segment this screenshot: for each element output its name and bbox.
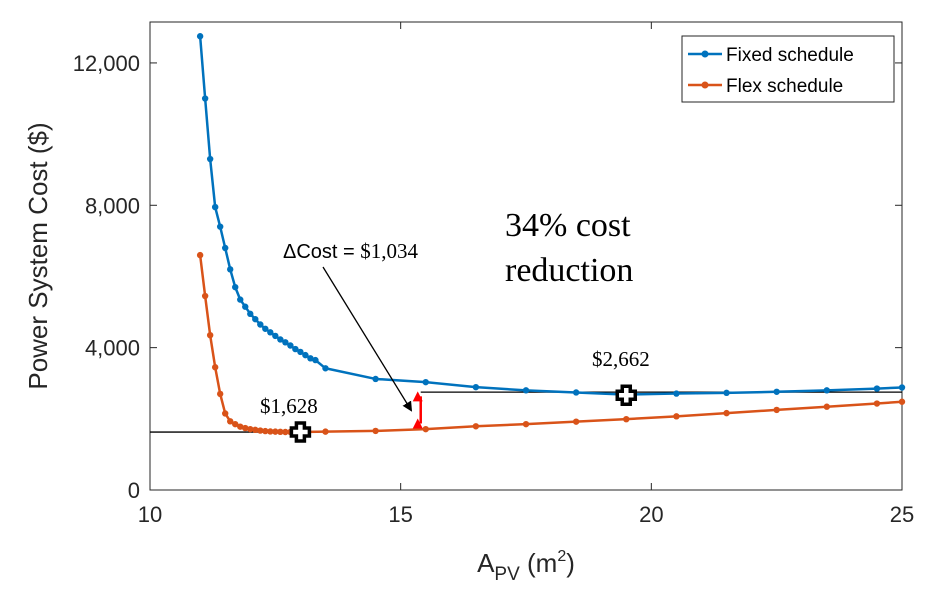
data-point-fixed [277,336,284,343]
data-point-flex [873,400,881,407]
data-point-flex [257,427,264,434]
data-point-fixed [247,310,254,318]
data-point-fixed [873,385,881,392]
data-point-fixed [216,223,224,230]
data-point-fixed [322,365,329,372]
x-tick-label: 25 [890,502,914,527]
data-point-fixed [232,283,239,291]
optimum-marker-fixed [615,384,638,407]
data-point-flex [232,420,239,428]
data-point-flex [472,423,480,430]
legend-label-flex: Flex schedule [726,76,843,97]
data-point-fixed [272,332,279,340]
data-point-flex [242,424,249,432]
data-point-fixed [823,387,830,394]
data-point-fixed [257,321,264,328]
data-point-flex [673,413,680,420]
data-point-flex [262,427,269,435]
axis-ticks: 10 15 20 25 0 4,000 8,000 12,000 [73,22,914,527]
delta-cost-pointer [322,266,413,412]
data-point-flex [322,428,329,435]
x-axis-title: APV (m2) [477,548,575,585]
data-point-flex [277,428,284,436]
y-tick-label: 8,000 [85,193,140,218]
data-point-fixed [312,356,319,364]
data-point-fixed [262,325,269,332]
optimum-markers [289,384,638,443]
data-point-fixed [422,378,429,386]
data-point-fixed [211,203,219,211]
data-point-fixed [898,384,906,391]
data-point-flex [272,428,279,435]
data-point-flex [211,364,219,371]
data-point-fixed [242,303,249,310]
data-point-fixed [673,390,680,397]
data-point-flex [623,415,630,423]
data-point-flex [252,426,259,434]
data-point-flex [267,428,274,435]
data-point-flex [222,410,229,417]
data-point-flex [206,331,214,339]
data-point-flex [898,398,906,405]
data-point-flex [247,425,254,433]
data-point-fixed [222,244,229,252]
y-tick-label: 4,000 [85,336,140,361]
flex-optimum-label: $1,628 [260,394,318,418]
data-point-fixed [237,296,244,303]
delta-cost-label: ΔCost = $1,034 [283,239,419,263]
data-point-flex [723,409,730,417]
data-point-flex [216,390,224,398]
y-tick-label: 0 [128,478,140,503]
data-point-flex [773,406,780,414]
data-point-flex [823,403,830,410]
x-tick-label: 10 [138,502,162,527]
data-point-fixed [287,342,294,349]
data-point-fixed [292,345,299,353]
legend-label-fixed: Fixed schedule [726,45,854,66]
data-point-fixed [297,348,304,356]
annotation-arrows [322,266,423,429]
data-point-fixed [302,351,309,359]
data-point-fixed [267,329,274,336]
legend-marker-flex [701,81,709,89]
cost-reduction-line2: reduction [505,252,633,289]
data-point-flex [422,425,429,433]
data-point-fixed [472,383,480,391]
data-point-flex [522,420,530,428]
data-point-flex [572,418,580,425]
cost-reduction-line1: 34% cost [505,207,631,244]
data-point-fixed [206,155,214,163]
data-point-flex [227,418,234,425]
data-point-flex [237,423,244,430]
x-tick-label: 15 [388,502,412,527]
legend-box [681,35,895,103]
data-point-fixed [201,95,209,102]
data-point-fixed [372,375,379,383]
data-point-flex [196,251,204,259]
legend-marker-fixed [701,50,709,58]
data-point-fixed [227,266,234,273]
data-point-flex [282,428,289,436]
data-point-fixed [196,33,204,40]
data-point-fixed [773,388,780,395]
data-point-fixed [282,339,289,346]
y-axis-title: Power System Cost ($) [23,122,53,389]
data-point-fixed [723,389,730,397]
data-point-flex [372,427,379,435]
legend: Fixed schedule Flex schedule [681,35,895,103]
y-tick-label: 12,000 [73,51,140,76]
data-point-fixed [572,389,580,396]
data-point-fixed [252,315,259,323]
optimum-marker-flex [289,421,312,443]
data-point-fixed [522,387,530,394]
data-point-fixed [307,355,314,362]
x-tick-label: 20 [639,502,663,527]
fixed-optimum-label: $2,662 [592,347,650,371]
data-point-flex [201,292,209,300]
